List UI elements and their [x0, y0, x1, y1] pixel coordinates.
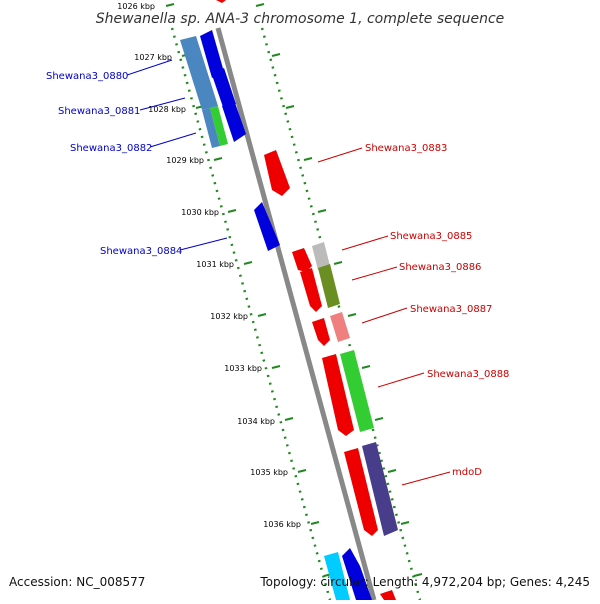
- gene-feature[interactable]: [216, 0, 226, 3]
- ruler-tick: [374, 417, 384, 421]
- ruler-label: 1034 kbp: [237, 417, 275, 426]
- ruler-tick: [387, 469, 397, 473]
- gene-feature[interactable]: [318, 264, 340, 308]
- ruler-label: 1033 kbp: [224, 364, 262, 373]
- ruler-tick: [271, 53, 281, 57]
- label-leader: [351, 266, 398, 281]
- ruler-ticks: [165, 3, 423, 577]
- gene-feature[interactable]: [264, 150, 290, 196]
- gene-label[interactable]: Shewana3_0882: [70, 143, 152, 154]
- ruler-tick: [310, 521, 320, 525]
- left-outer-guide: [170, 27, 332, 601]
- ruler-tick: [213, 157, 223, 161]
- label-leader: [179, 237, 228, 251]
- forward-genes: [180, 0, 280, 251]
- label-leader: [149, 132, 197, 148]
- accession-text: Accession: NC_008577: [9, 575, 145, 589]
- chromosome-backbone: [215, 27, 377, 601]
- ruler-tick: [361, 365, 371, 369]
- gene-feature[interactable]: [254, 202, 280, 251]
- gene-label[interactable]: Shewana3_0880: [46, 71, 128, 82]
- ruler-tick: [255, 3, 265, 7]
- ruler-tick: [243, 261, 253, 265]
- left-gene-labels: Shewana3_0880 Shewana3_0881 Shewana3_088…: [46, 59, 228, 257]
- ruler-tick: [333, 261, 343, 265]
- ruler-tick: [413, 573, 423, 577]
- ruler-label: 1026 kbp: [117, 2, 155, 11]
- gene-label[interactable]: Shewana3_0888: [427, 369, 509, 380]
- label-leader: [377, 372, 425, 388]
- ruler-tick: [165, 3, 175, 7]
- ruler-tick: [347, 313, 357, 317]
- gene-label[interactable]: Shewana3_0886: [399, 262, 481, 273]
- gene-feature[interactable]: [322, 354, 354, 436]
- ruler-label: 1030 kbp: [181, 208, 219, 217]
- gene-feature[interactable]: [380, 590, 396, 600]
- ruler-tick: [297, 469, 307, 473]
- label-leader: [126, 59, 173, 76]
- gene-feature[interactable]: [312, 242, 330, 270]
- label-leader: [401, 471, 451, 486]
- label-leader: [317, 147, 363, 163]
- gene-label[interactable]: Shewana3_0887: [410, 304, 492, 315]
- ruler-tick: [257, 313, 267, 317]
- gene-label[interactable]: Shewana3_0881: [58, 106, 140, 117]
- ruler-label: 1028 kbp: [148, 105, 186, 114]
- ruler-tick: [317, 209, 327, 213]
- ruler-label: 1029 kbp: [166, 156, 204, 165]
- right-gene-labels: Shewana3_0883 Shewana3_0885 Shewana3_088…: [317, 143, 509, 486]
- ruler-tick: [400, 521, 410, 525]
- label-leader: [341, 235, 389, 251]
- ruler-tick: [284, 417, 294, 421]
- gene-feature[interactable]: [362, 442, 398, 536]
- ruler-label: 1035 kbp: [250, 468, 288, 477]
- ruler-label: 1036 kbp: [263, 520, 301, 529]
- ruler-label: 1031 kbp: [196, 260, 234, 269]
- gene-label[interactable]: Shewana3_0884: [100, 246, 182, 257]
- gene-feature[interactable]: [212, 68, 236, 110]
- gene-feature[interactable]: [202, 108, 220, 148]
- gene-feature[interactable]: [222, 100, 246, 142]
- reverse-genes: [264, 150, 398, 600]
- ruler-tick: [271, 365, 281, 369]
- gene-feature[interactable]: [210, 106, 228, 146]
- gene-label[interactable]: Shewana3_0883: [365, 143, 447, 154]
- map-title: Shewanella sp. ANA-3 chromosome 1, compl…: [96, 11, 505, 27]
- ruler-tick: [303, 157, 313, 161]
- gene-feature[interactable]: [330, 312, 350, 342]
- gene-feature[interactable]: [344, 448, 378, 536]
- ruler-labels: 1026 kbp 1027 kbp 1028 kbp 1029 kbp 1030…: [117, 2, 301, 529]
- ruler-tick: [285, 105, 295, 109]
- gene-feature[interactable]: [292, 248, 312, 272]
- gene-feature[interactable]: [300, 268, 322, 312]
- gene-feature[interactable]: [342, 548, 372, 600]
- ruler-tick: [227, 209, 237, 213]
- gene-feature[interactable]: [180, 36, 218, 110]
- ruler-label: 1027 kbp: [134, 53, 172, 62]
- gene-label[interactable]: Shewana3_0885: [390, 231, 472, 242]
- gene-feature[interactable]: [340, 350, 374, 432]
- ruler-label: 1032 kbp: [210, 312, 248, 321]
- gene-feature[interactable]: [312, 318, 330, 346]
- label-leader: [139, 97, 186, 111]
- gene-feature[interactable]: [200, 30, 224, 78]
- gene-label[interactable]: mdoD: [452, 467, 482, 478]
- sequence-summary: Topology: circular; Length: 4,972,204 bp…: [259, 575, 590, 589]
- label-leader: [361, 307, 408, 324]
- gene-feature[interactable]: [324, 552, 350, 600]
